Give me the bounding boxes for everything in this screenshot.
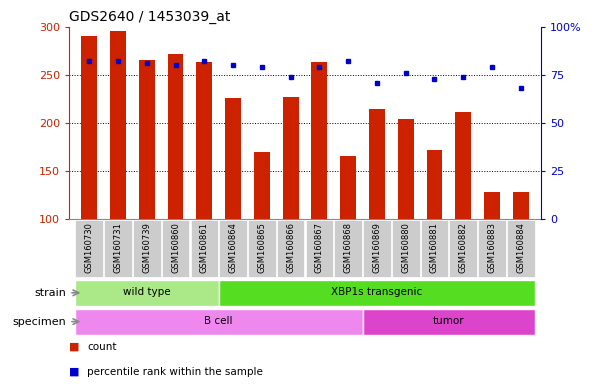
Bar xyxy=(340,157,356,219)
Text: GSM160865: GSM160865 xyxy=(257,222,266,273)
FancyBboxPatch shape xyxy=(191,220,218,277)
Text: percentile rank within the sample: percentile rank within the sample xyxy=(87,367,263,377)
FancyBboxPatch shape xyxy=(219,220,247,277)
FancyBboxPatch shape xyxy=(421,220,448,277)
FancyBboxPatch shape xyxy=(392,220,419,277)
FancyBboxPatch shape xyxy=(507,220,534,277)
FancyBboxPatch shape xyxy=(248,220,276,277)
Text: count: count xyxy=(87,342,117,352)
Bar xyxy=(219,280,535,306)
Bar xyxy=(139,61,154,219)
Text: GSM160868: GSM160868 xyxy=(344,222,353,273)
Text: B cell: B cell xyxy=(204,316,233,326)
Text: GSM160867: GSM160867 xyxy=(315,222,324,273)
Text: GSM160869: GSM160869 xyxy=(373,222,382,273)
FancyBboxPatch shape xyxy=(133,220,160,277)
Bar xyxy=(168,54,183,219)
Bar xyxy=(282,97,299,219)
Bar xyxy=(75,280,219,306)
Bar xyxy=(225,98,241,219)
Text: GSM160881: GSM160881 xyxy=(430,222,439,273)
Text: GSM160864: GSM160864 xyxy=(228,222,237,273)
Bar xyxy=(81,36,97,219)
Text: XBP1s transgenic: XBP1s transgenic xyxy=(331,287,423,297)
FancyBboxPatch shape xyxy=(76,220,103,277)
Text: GSM160739: GSM160739 xyxy=(142,222,151,273)
Bar xyxy=(513,192,529,219)
Text: wild type: wild type xyxy=(123,287,171,297)
Text: strain: strain xyxy=(34,288,66,298)
FancyBboxPatch shape xyxy=(450,220,477,277)
Bar xyxy=(484,192,500,219)
Bar xyxy=(456,112,471,219)
Bar xyxy=(197,62,212,219)
FancyBboxPatch shape xyxy=(334,220,362,277)
Text: ■: ■ xyxy=(69,367,79,377)
Text: GSM160860: GSM160860 xyxy=(171,222,180,273)
Text: GSM160866: GSM160866 xyxy=(286,222,295,273)
FancyBboxPatch shape xyxy=(305,220,333,277)
Text: GSM160731: GSM160731 xyxy=(114,222,123,273)
Text: GSM160883: GSM160883 xyxy=(487,222,496,273)
Text: GSM160882: GSM160882 xyxy=(459,222,468,273)
Text: ■: ■ xyxy=(69,342,79,352)
Bar xyxy=(75,309,362,334)
Bar xyxy=(254,152,270,219)
Text: GSM160880: GSM160880 xyxy=(401,222,410,273)
Bar xyxy=(110,31,126,219)
Text: GSM160730: GSM160730 xyxy=(85,222,94,273)
Text: GDS2640 / 1453039_at: GDS2640 / 1453039_at xyxy=(69,10,231,25)
Bar xyxy=(369,109,385,219)
Text: tumor: tumor xyxy=(433,316,465,326)
Text: GSM160884: GSM160884 xyxy=(516,222,525,273)
FancyBboxPatch shape xyxy=(104,220,132,277)
Bar xyxy=(427,150,442,219)
Bar xyxy=(311,62,328,219)
FancyBboxPatch shape xyxy=(277,220,305,277)
Bar xyxy=(362,309,535,334)
Bar xyxy=(398,119,413,219)
FancyBboxPatch shape xyxy=(363,220,391,277)
FancyBboxPatch shape xyxy=(478,220,506,277)
Text: specimen: specimen xyxy=(13,316,66,327)
FancyBboxPatch shape xyxy=(162,220,189,277)
Text: GSM160861: GSM160861 xyxy=(200,222,209,273)
